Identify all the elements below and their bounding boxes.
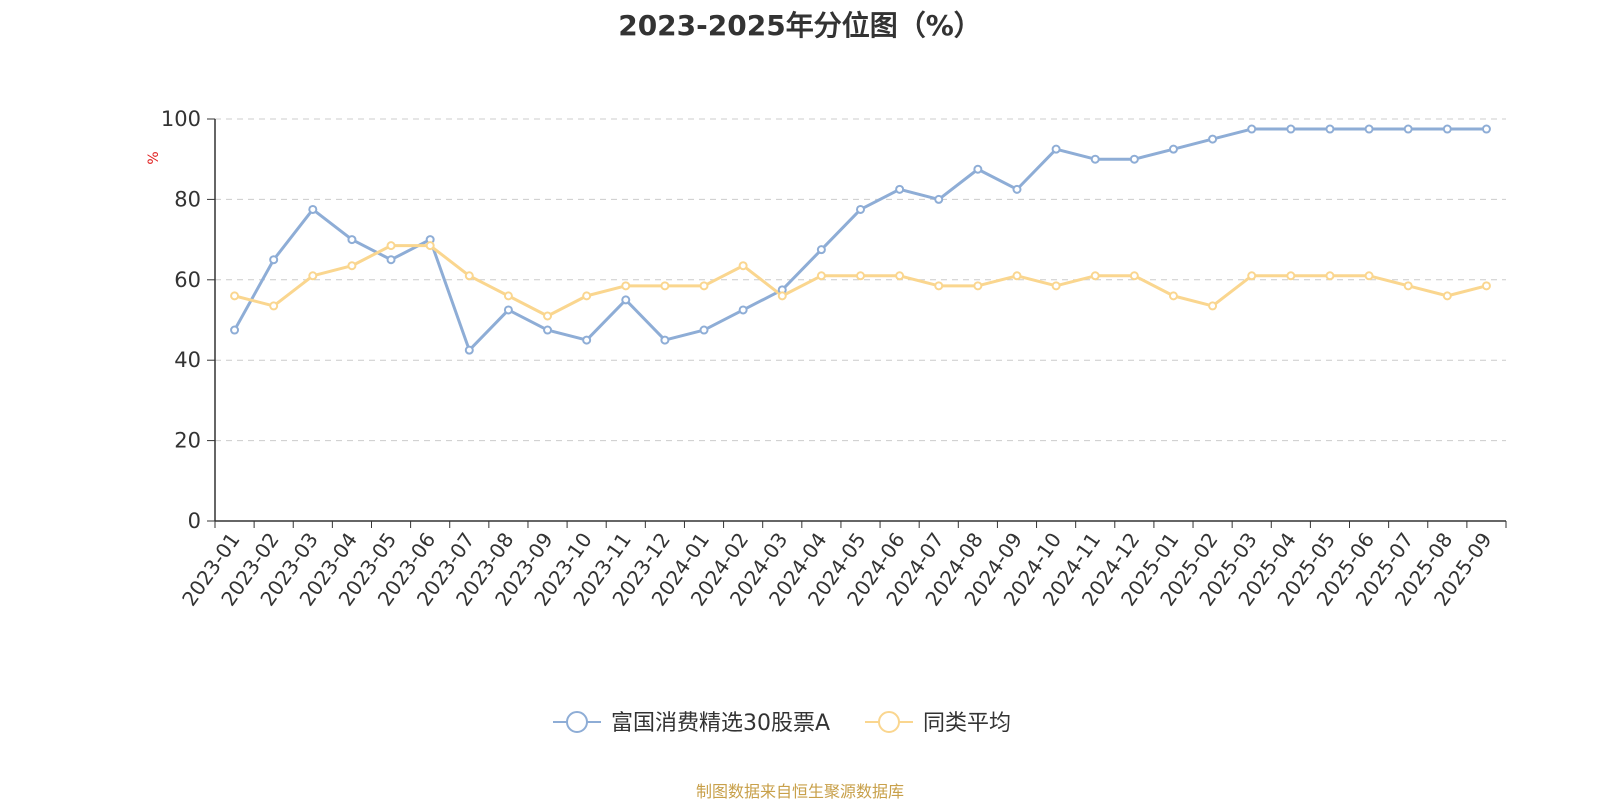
y-axis-unit-label: %: [146, 151, 162, 164]
series-point-2: [1286, 271, 1296, 281]
y-tick-label: 20: [174, 429, 201, 453]
series-point-1: [230, 325, 240, 335]
series-point-1: [543, 325, 553, 335]
series-point-2: [973, 281, 983, 291]
series-point-1: [1481, 124, 1491, 134]
legend-label: 同类平均: [923, 711, 1011, 736]
legend: 富国消费精选30股票A 同类平均: [553, 711, 1011, 736]
legend-swatch-marker: [566, 711, 588, 733]
series-point-2: [1403, 281, 1413, 291]
legend-swatch-marker: [878, 711, 900, 733]
series-point-1: [386, 255, 396, 265]
series-point-2: [1090, 271, 1100, 281]
series-point-2: [543, 311, 553, 321]
series-point-2: [425, 241, 435, 251]
series-point-2: [621, 281, 631, 291]
series-point-2: [269, 301, 279, 311]
series-point-2: [1168, 291, 1178, 301]
series-point-2: [816, 271, 826, 281]
legend-item-2: 同类平均: [865, 711, 1011, 736]
series-point-2: [895, 271, 905, 281]
series-point-2: [856, 271, 865, 281]
series-point-2: [934, 281, 944, 291]
series-point-1: [699, 325, 709, 335]
series-lines: [230, 124, 1491, 355]
series-point-1: [1208, 134, 1218, 144]
series-point-1: [934, 194, 944, 204]
series-point-1: [1364, 124, 1374, 134]
series-point-1: [738, 305, 748, 315]
y-tick-label: 60: [174, 268, 201, 292]
y-tick-label: 0: [188, 509, 201, 533]
series-point-2: [308, 271, 318, 281]
legend-item-1: 富国消费精选30股票A: [553, 711, 830, 736]
series-line-2: [234, 244, 1487, 318]
series-point-1: [660, 335, 670, 345]
series-point-2: [738, 261, 748, 271]
legend-label: 富国消费精选30股票A: [611, 711, 830, 736]
series-point-1: [1090, 154, 1100, 164]
series-point-2: [464, 271, 474, 281]
series-point-2: [660, 281, 670, 291]
chart-title: 2023-2025年分位图（%）: [618, 9, 982, 42]
series-point-1: [621, 295, 631, 305]
series-point-1: [1051, 144, 1061, 154]
y-tick-label: 100: [161, 107, 201, 131]
series-point-1: [1012, 184, 1022, 194]
series-point-2: [386, 241, 396, 251]
series-point-1: [1168, 144, 1178, 154]
series-point-2: [699, 281, 709, 291]
line-chart: 020406080100%2023-012023-022023-032023-0…: [146, 107, 1507, 736]
series-point-2: [1442, 291, 1452, 301]
series-point-1: [503, 305, 513, 315]
series-point-2: [1051, 281, 1061, 291]
series-point-2: [1325, 271, 1335, 281]
data-source-note: 制图数据来自恒生聚源数据库: [695, 782, 904, 801]
series-point-1: [1442, 124, 1452, 134]
series-point-1: [269, 255, 279, 265]
series-point-2: [777, 291, 787, 301]
y-tick-label: 40: [174, 348, 201, 372]
series-point-2: [1481, 281, 1491, 291]
series-point-1: [1403, 124, 1413, 134]
series-point-2: [503, 291, 513, 301]
series-point-1: [1247, 124, 1257, 134]
series-point-2: [1208, 301, 1218, 311]
series-point-1: [1286, 124, 1296, 134]
series-point-1: [816, 245, 826, 255]
y-tick-label: 80: [174, 187, 201, 211]
series-point-1: [856, 204, 865, 214]
series-point-1: [973, 164, 983, 174]
series-point-2: [1012, 271, 1022, 281]
series-point-2: [1129, 271, 1139, 281]
series-point-1: [464, 345, 474, 355]
series-point-1: [582, 335, 592, 345]
series-point-2: [1364, 271, 1374, 281]
series-point-2: [230, 291, 240, 301]
series-point-1: [308, 204, 318, 214]
series-point-1: [895, 184, 905, 194]
series-point-1: [1129, 154, 1139, 164]
series-point-2: [582, 291, 592, 301]
series-point-2: [347, 261, 357, 271]
series-point-1: [347, 235, 357, 245]
series-point-2: [1247, 271, 1257, 281]
axes: 020406080100%2023-012023-022023-032023-0…: [146, 107, 1507, 610]
series-point-1: [1325, 124, 1335, 134]
series-line-1: [233, 127, 1487, 352]
